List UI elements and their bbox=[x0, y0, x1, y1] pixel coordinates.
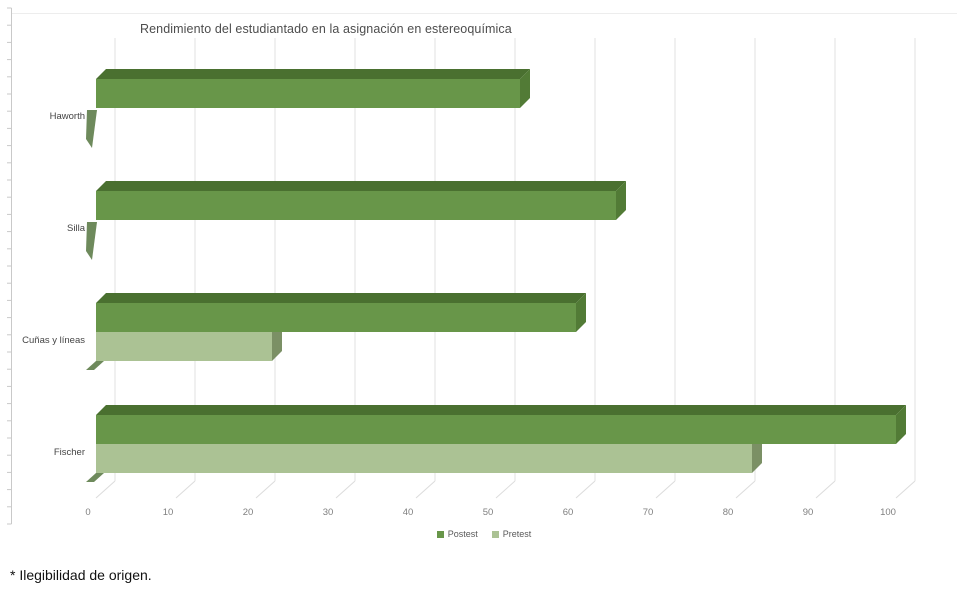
bar-postest-silla bbox=[96, 191, 616, 220]
gridline-floor-diagonal-100 bbox=[895, 480, 916, 499]
gridline-floor-diagonal-60 bbox=[575, 480, 596, 499]
gridline-floor-diagonal-90 bbox=[815, 480, 836, 499]
gridline-floor-diagonal-50 bbox=[495, 480, 516, 499]
bar-pretest-fischer bbox=[96, 444, 752, 473]
bar-postest-top-haworth bbox=[96, 69, 530, 79]
bar-postest-top-fischer bbox=[96, 405, 906, 415]
bar-postest-end-silla bbox=[616, 181, 626, 220]
bar-postest-top-silla bbox=[96, 181, 626, 191]
x-tick-label-0: 0 bbox=[85, 507, 90, 518]
bar-postest-fischer bbox=[96, 415, 896, 444]
legend-swatch-postest bbox=[436, 530, 444, 538]
category-label-fischer: Fischer bbox=[54, 447, 85, 458]
bar-postest-top-cunas-y-lineas bbox=[96, 293, 586, 303]
category-label-cunas-y-lineas: Cuñas y líneas bbox=[22, 335, 85, 346]
bar-pretest-foot-cunas-y-lineas bbox=[86, 361, 104, 370]
gridline-floor-diagonal-70 bbox=[655, 480, 676, 499]
x-tick-label-20: 20 bbox=[243, 507, 254, 518]
legend-label-pretest: Pretest bbox=[502, 529, 532, 539]
gridline-floor-diagonal-0 bbox=[95, 480, 116, 499]
bar-postest-end-cunas-y-lineas bbox=[576, 293, 586, 332]
bar-pretest-cunas-y-lineas bbox=[96, 332, 272, 361]
x-tick-label-60: 60 bbox=[563, 507, 574, 518]
bar-pretest-zero-plate-silla bbox=[86, 222, 97, 260]
bar-postest-end-fischer bbox=[896, 405, 906, 444]
gridline-floor-diagonal-30 bbox=[335, 480, 356, 499]
category-label-silla: Silla bbox=[67, 223, 86, 234]
bar-postest-haworth bbox=[96, 79, 520, 108]
gridline-floor-diagonal-80 bbox=[735, 480, 756, 499]
x-tick-label-30: 30 bbox=[323, 507, 334, 518]
legend-label-postest: Postest bbox=[447, 529, 478, 539]
x-tick-label-90: 90 bbox=[803, 507, 814, 518]
footnote-text: * Ilegibilidad de origen. bbox=[10, 567, 152, 583]
legend-item-pretest: Pretest bbox=[491, 529, 532, 539]
bar-pretest-foot-fischer bbox=[86, 473, 104, 482]
x-tick-label-80: 80 bbox=[723, 507, 734, 518]
x-tick-label-70: 70 bbox=[643, 507, 654, 518]
chart-legend: Postest Pretest bbox=[0, 529, 968, 539]
x-tick-label-100: 100 bbox=[880, 507, 896, 518]
x-tick-label-10: 10 bbox=[163, 507, 174, 518]
chart-title: Rendimiento del estudiantado en la asign… bbox=[140, 22, 512, 36]
gridline-floor-diagonal-40 bbox=[415, 480, 436, 499]
legend-item-postest: Postest bbox=[436, 529, 478, 539]
bar-pretest-zero-plate-haworth bbox=[86, 110, 97, 148]
gridline-floor-diagonal-20 bbox=[255, 480, 276, 499]
category-label-haworth: Haworth bbox=[50, 111, 85, 122]
legend-swatch-pretest bbox=[491, 530, 499, 538]
x-tick-label-40: 40 bbox=[403, 507, 414, 518]
bar-postest-end-haworth bbox=[520, 69, 530, 108]
bar-postest-cunas-y-lineas bbox=[96, 303, 576, 332]
x-tick-label-50: 50 bbox=[483, 507, 494, 518]
gridline-floor-diagonal-10 bbox=[175, 480, 196, 499]
